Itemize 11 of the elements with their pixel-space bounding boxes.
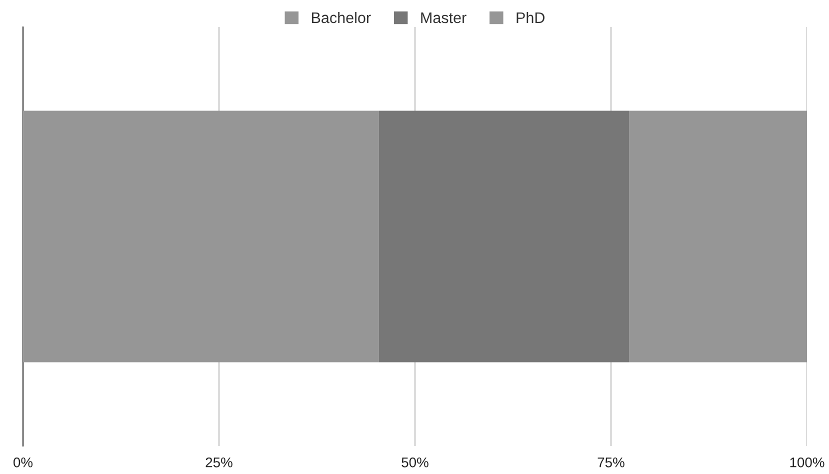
legend-label: Bachelor [312,12,371,24]
x-tick-label: 25% [206,457,232,468]
x-tick-label: 0% [14,457,33,468]
x-tick-label: 100% [790,457,824,468]
bar [378,110,630,362]
legend-label: PhD [516,12,544,24]
bar [629,110,807,362]
legend-label: Master [421,12,466,24]
x-tick-label: 75% [598,458,624,468]
x-tick-label: 50% [402,457,428,468]
bar [23,110,379,362]
